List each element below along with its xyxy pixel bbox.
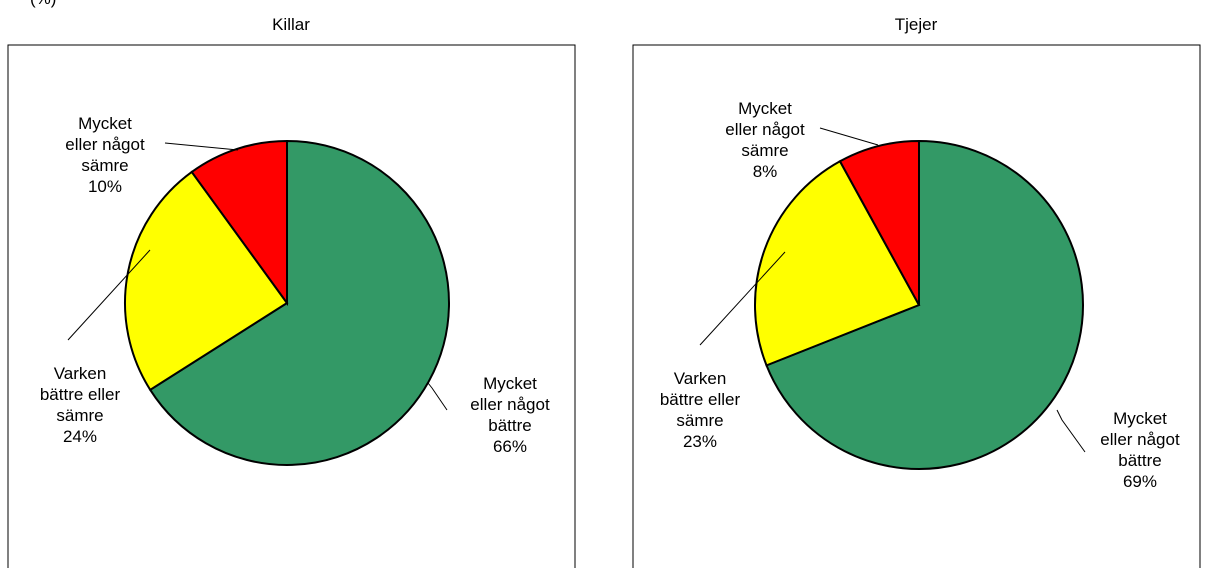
slice-label: Mycket eller något sämre 10% <box>65 113 144 197</box>
pie-slice <box>754 159 921 367</box>
value-label: 10% <box>87 177 123 196</box>
category-label: Mycket eller något sämre <box>725 99 805 160</box>
chart-title: Killar <box>272 15 310 34</box>
value-label: 69% <box>1122 472 1158 491</box>
pie-slice <box>190 139 288 307</box>
value-label: 23% <box>682 432 718 451</box>
category-label: Varken bättre eller sämre <box>659 369 741 430</box>
leader-line <box>1056 409 1086 453</box>
leader-line <box>819 127 879 146</box>
slice-label: Mycket eller något bättre 69% <box>1100 408 1179 492</box>
category-label: Varken bättre eller sämre <box>39 364 121 425</box>
plot-frame <box>632 44 1201 568</box>
plot-frame <box>7 44 576 568</box>
leader-line <box>164 142 239 151</box>
pie-slice <box>148 139 450 466</box>
pie-slice <box>765 139 1084 470</box>
pie-slice <box>838 139 920 306</box>
slice-label: Mycket eller något sämre 8% <box>725 98 804 182</box>
slice-label: Varken bättre eller sämre 24% <box>40 363 120 447</box>
leader-line <box>699 251 786 346</box>
slice-label: Mycket eller något bättre 66% <box>470 373 549 457</box>
value-label: 24% <box>62 427 98 446</box>
leader-line <box>67 249 151 341</box>
category-label: Mycket eller något sämre <box>65 114 145 175</box>
category-label: Mycket eller något bättre <box>470 374 550 435</box>
value-label: 66% <box>492 437 528 456</box>
caption: (%) <box>30 0 56 9</box>
category-label: Mycket eller något bättre <box>1100 409 1180 470</box>
chart-title: Tjejer <box>894 15 938 34</box>
pie-slice <box>124 170 289 392</box>
leader-line <box>427 382 448 411</box>
slice-label: Varken bättre eller sämre 23% <box>660 368 740 452</box>
value-label: 8% <box>752 162 778 181</box>
